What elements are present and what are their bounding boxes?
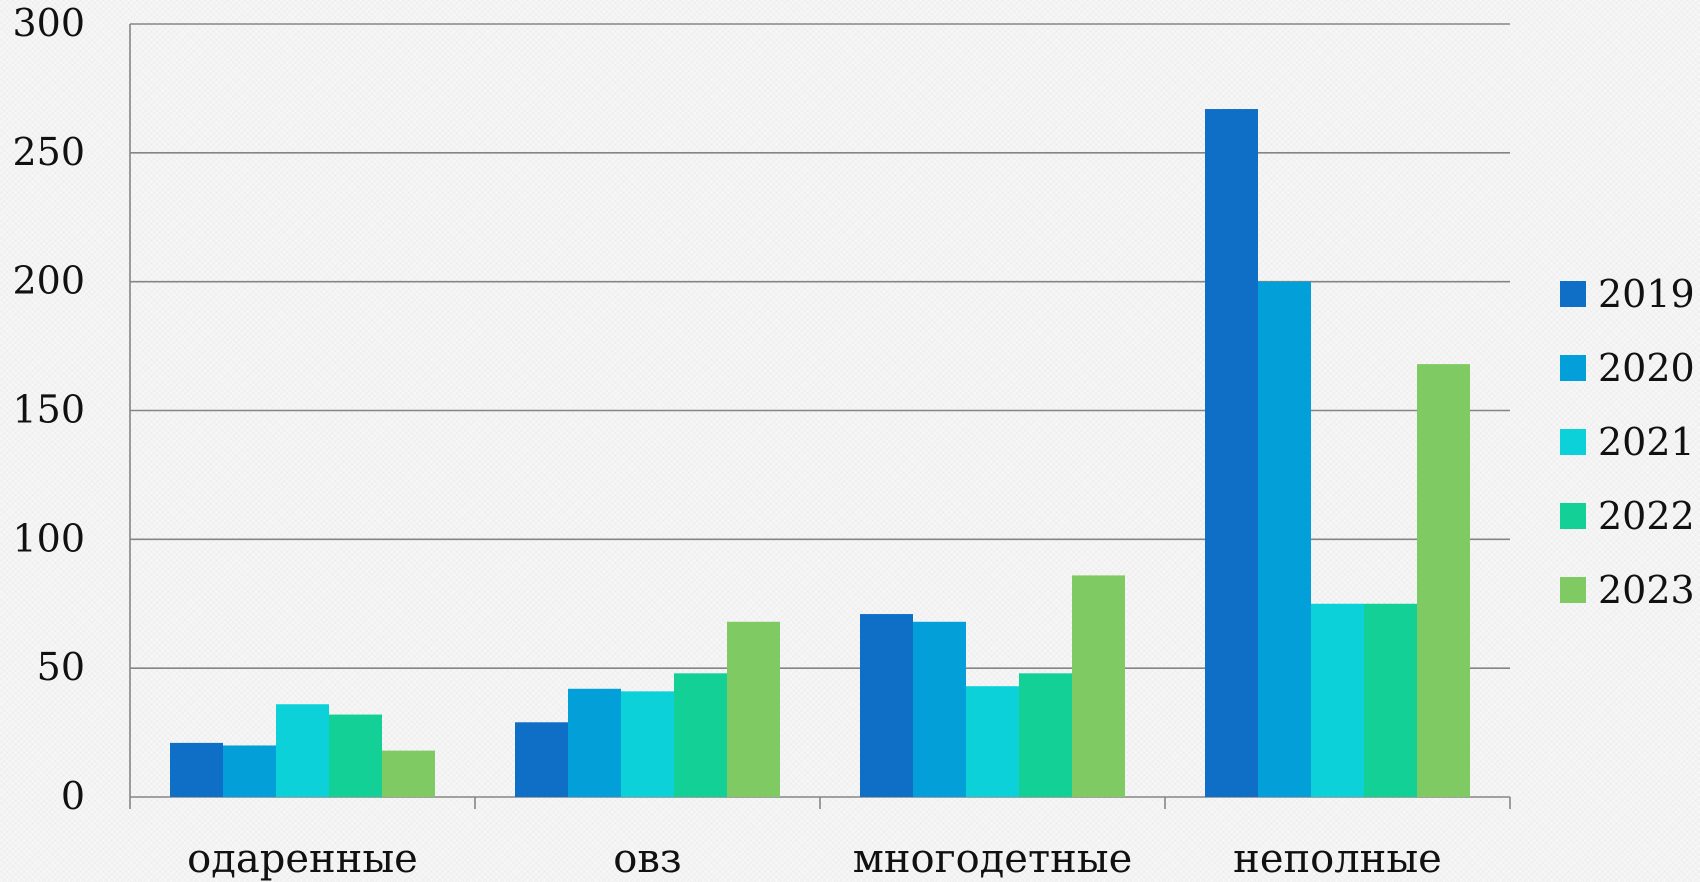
bar-2021-1: [621, 691, 674, 797]
legend: 2019 2020 2021 2022 2023: [1560, 272, 1695, 612]
bar-2021-2: [966, 686, 1019, 797]
x-category-label: овз: [613, 836, 681, 882]
x-category-label: многодетные: [853, 836, 1133, 882]
legend-label-2023: 2023: [1598, 568, 1695, 612]
y-axis-tick-labels: 0 50 100 150 200 250 300: [12, 1, 85, 818]
y-tick-label: 250: [12, 130, 85, 174]
bar-2023-0: [382, 750, 435, 797]
y-tick-label: 300: [12, 1, 85, 45]
legend-swatch-2019: [1560, 281, 1586, 307]
legend-label-2019: 2019: [1598, 272, 1695, 316]
bar-2021-0: [276, 704, 329, 797]
bar-2022-0: [329, 714, 382, 797]
bar-2022-2: [1019, 673, 1072, 797]
bar-2020-1: [568, 688, 621, 797]
bar-2020-2: [913, 621, 966, 797]
y-tick-label: 100: [12, 516, 85, 560]
bars: [170, 109, 1470, 798]
bar-2023-1: [727, 621, 780, 797]
bar-2019-2: [860, 614, 913, 797]
legend-swatch-2023: [1560, 577, 1586, 603]
bar-2020-3: [1258, 281, 1311, 798]
legend-label-2022: 2022: [1598, 494, 1695, 538]
bar-2021-3: [1311, 603, 1364, 797]
legend-swatch-2020: [1560, 355, 1586, 381]
x-axis-category-labels: одаренные овз многодетные неполные: [187, 836, 1442, 882]
bar-2020-0: [223, 745, 276, 797]
legend-swatch-2021: [1560, 429, 1586, 455]
bar-2019-1: [515, 722, 568, 797]
legend-label-2021: 2021: [1598, 420, 1695, 464]
legend-swatch-2022: [1560, 503, 1586, 529]
x-category-label: одаренные: [187, 836, 418, 882]
y-tick-label: 150: [12, 388, 85, 432]
y-tick-label: 200: [12, 259, 85, 303]
bar-2023-3: [1417, 364, 1470, 797]
bar-2023-2: [1072, 575, 1125, 797]
bar-2022-3: [1364, 603, 1417, 797]
x-category-label: неполные: [1233, 836, 1442, 882]
y-tick-label: 50: [37, 645, 85, 689]
legend-label-2020: 2020: [1598, 346, 1695, 390]
bar-2022-1: [674, 673, 727, 797]
bar-2019-0: [170, 742, 223, 797]
bar-2019-3: [1205, 109, 1258, 797]
y-tick-label: 0: [61, 774, 85, 818]
